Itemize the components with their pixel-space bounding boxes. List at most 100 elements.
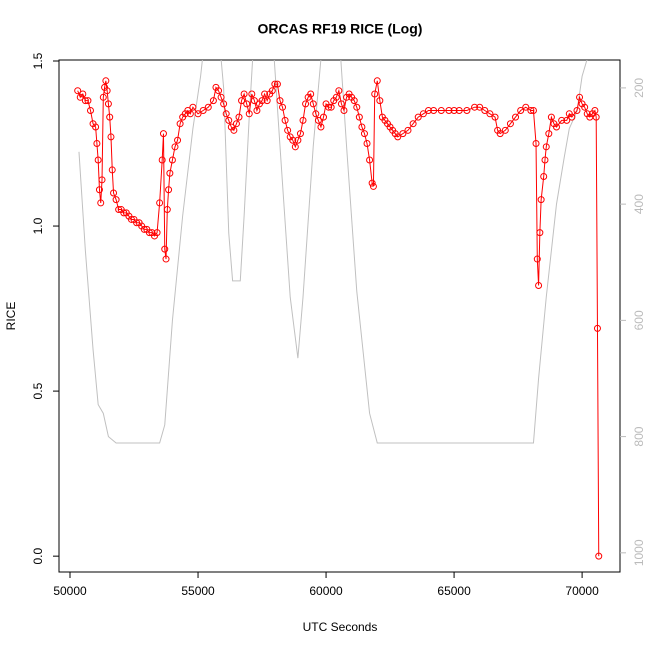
point <box>158 156 166 164</box>
point <box>93 140 101 148</box>
point <box>541 156 549 164</box>
point <box>166 169 174 177</box>
x-tick-label: 55000 <box>181 584 215 598</box>
point <box>314 116 322 124</box>
series-line <box>78 60 588 444</box>
point <box>220 100 228 108</box>
point <box>581 103 589 111</box>
point <box>156 199 164 207</box>
point <box>86 107 94 115</box>
point <box>335 87 343 95</box>
point <box>162 255 170 263</box>
point <box>325 103 333 111</box>
point <box>108 166 116 174</box>
point <box>199 107 207 115</box>
point <box>230 126 238 134</box>
point <box>248 90 256 98</box>
x-tick-label: 65000 <box>437 584 471 598</box>
point <box>225 116 233 124</box>
point <box>284 126 292 134</box>
point <box>450 107 458 115</box>
y-tick-label: 0.5 <box>31 382 45 399</box>
point <box>481 107 489 115</box>
point <box>243 100 251 108</box>
point <box>222 110 230 118</box>
point <box>302 100 310 108</box>
point <box>592 113 600 121</box>
point <box>271 80 279 88</box>
x-tick-label: 70000 <box>565 584 599 598</box>
point <box>161 245 169 253</box>
point <box>115 206 123 214</box>
point <box>355 113 363 121</box>
point <box>238 97 246 105</box>
point <box>573 107 581 115</box>
point <box>312 110 320 118</box>
point <box>112 196 120 204</box>
point <box>463 107 471 115</box>
y-tick-label: 1.5 <box>31 52 45 69</box>
point <box>536 229 544 237</box>
point <box>74 87 82 95</box>
point <box>194 110 202 118</box>
point <box>99 93 107 101</box>
point <box>120 209 128 217</box>
point <box>97 199 105 207</box>
y2-tick-label: 200 <box>632 78 646 98</box>
point <box>537 196 545 204</box>
point <box>595 552 603 560</box>
point <box>289 136 297 144</box>
point <box>471 103 479 111</box>
point <box>517 107 525 115</box>
point <box>79 90 87 98</box>
point <box>373 77 381 85</box>
plot-frame <box>58 59 621 573</box>
point <box>368 179 376 187</box>
point <box>140 225 148 233</box>
point <box>340 107 348 115</box>
point <box>360 130 368 138</box>
point <box>404 126 412 134</box>
point <box>558 116 566 124</box>
point <box>522 103 530 111</box>
point <box>127 215 135 223</box>
point <box>268 87 276 95</box>
point <box>153 229 161 237</box>
point <box>414 113 422 121</box>
point <box>204 103 212 111</box>
point <box>332 93 340 101</box>
point <box>353 103 361 111</box>
y2-tick-label: 800 <box>632 426 646 446</box>
point <box>253 107 261 115</box>
point <box>540 173 548 181</box>
point <box>317 123 325 131</box>
point <box>437 107 445 115</box>
point <box>171 143 179 151</box>
point <box>276 97 284 105</box>
y-tick-label: 1.0 <box>31 217 45 234</box>
point <box>296 130 304 138</box>
x-axis-label: UTC Seconds <box>303 620 378 634</box>
point <box>409 120 417 128</box>
point <box>568 113 576 121</box>
point <box>258 97 266 105</box>
point <box>486 110 494 118</box>
point <box>506 120 514 128</box>
point <box>294 136 302 144</box>
y-axis-label: RICE <box>4 302 18 331</box>
point <box>455 107 463 115</box>
plot-area <box>74 60 603 560</box>
point <box>103 87 111 95</box>
point <box>358 123 366 131</box>
point <box>501 126 509 134</box>
point <box>215 87 223 95</box>
point <box>337 100 345 108</box>
point <box>532 140 540 148</box>
point <box>319 113 327 121</box>
point <box>533 255 541 263</box>
point <box>376 97 384 105</box>
point <box>394 133 402 141</box>
point <box>104 100 112 108</box>
point <box>209 97 217 105</box>
